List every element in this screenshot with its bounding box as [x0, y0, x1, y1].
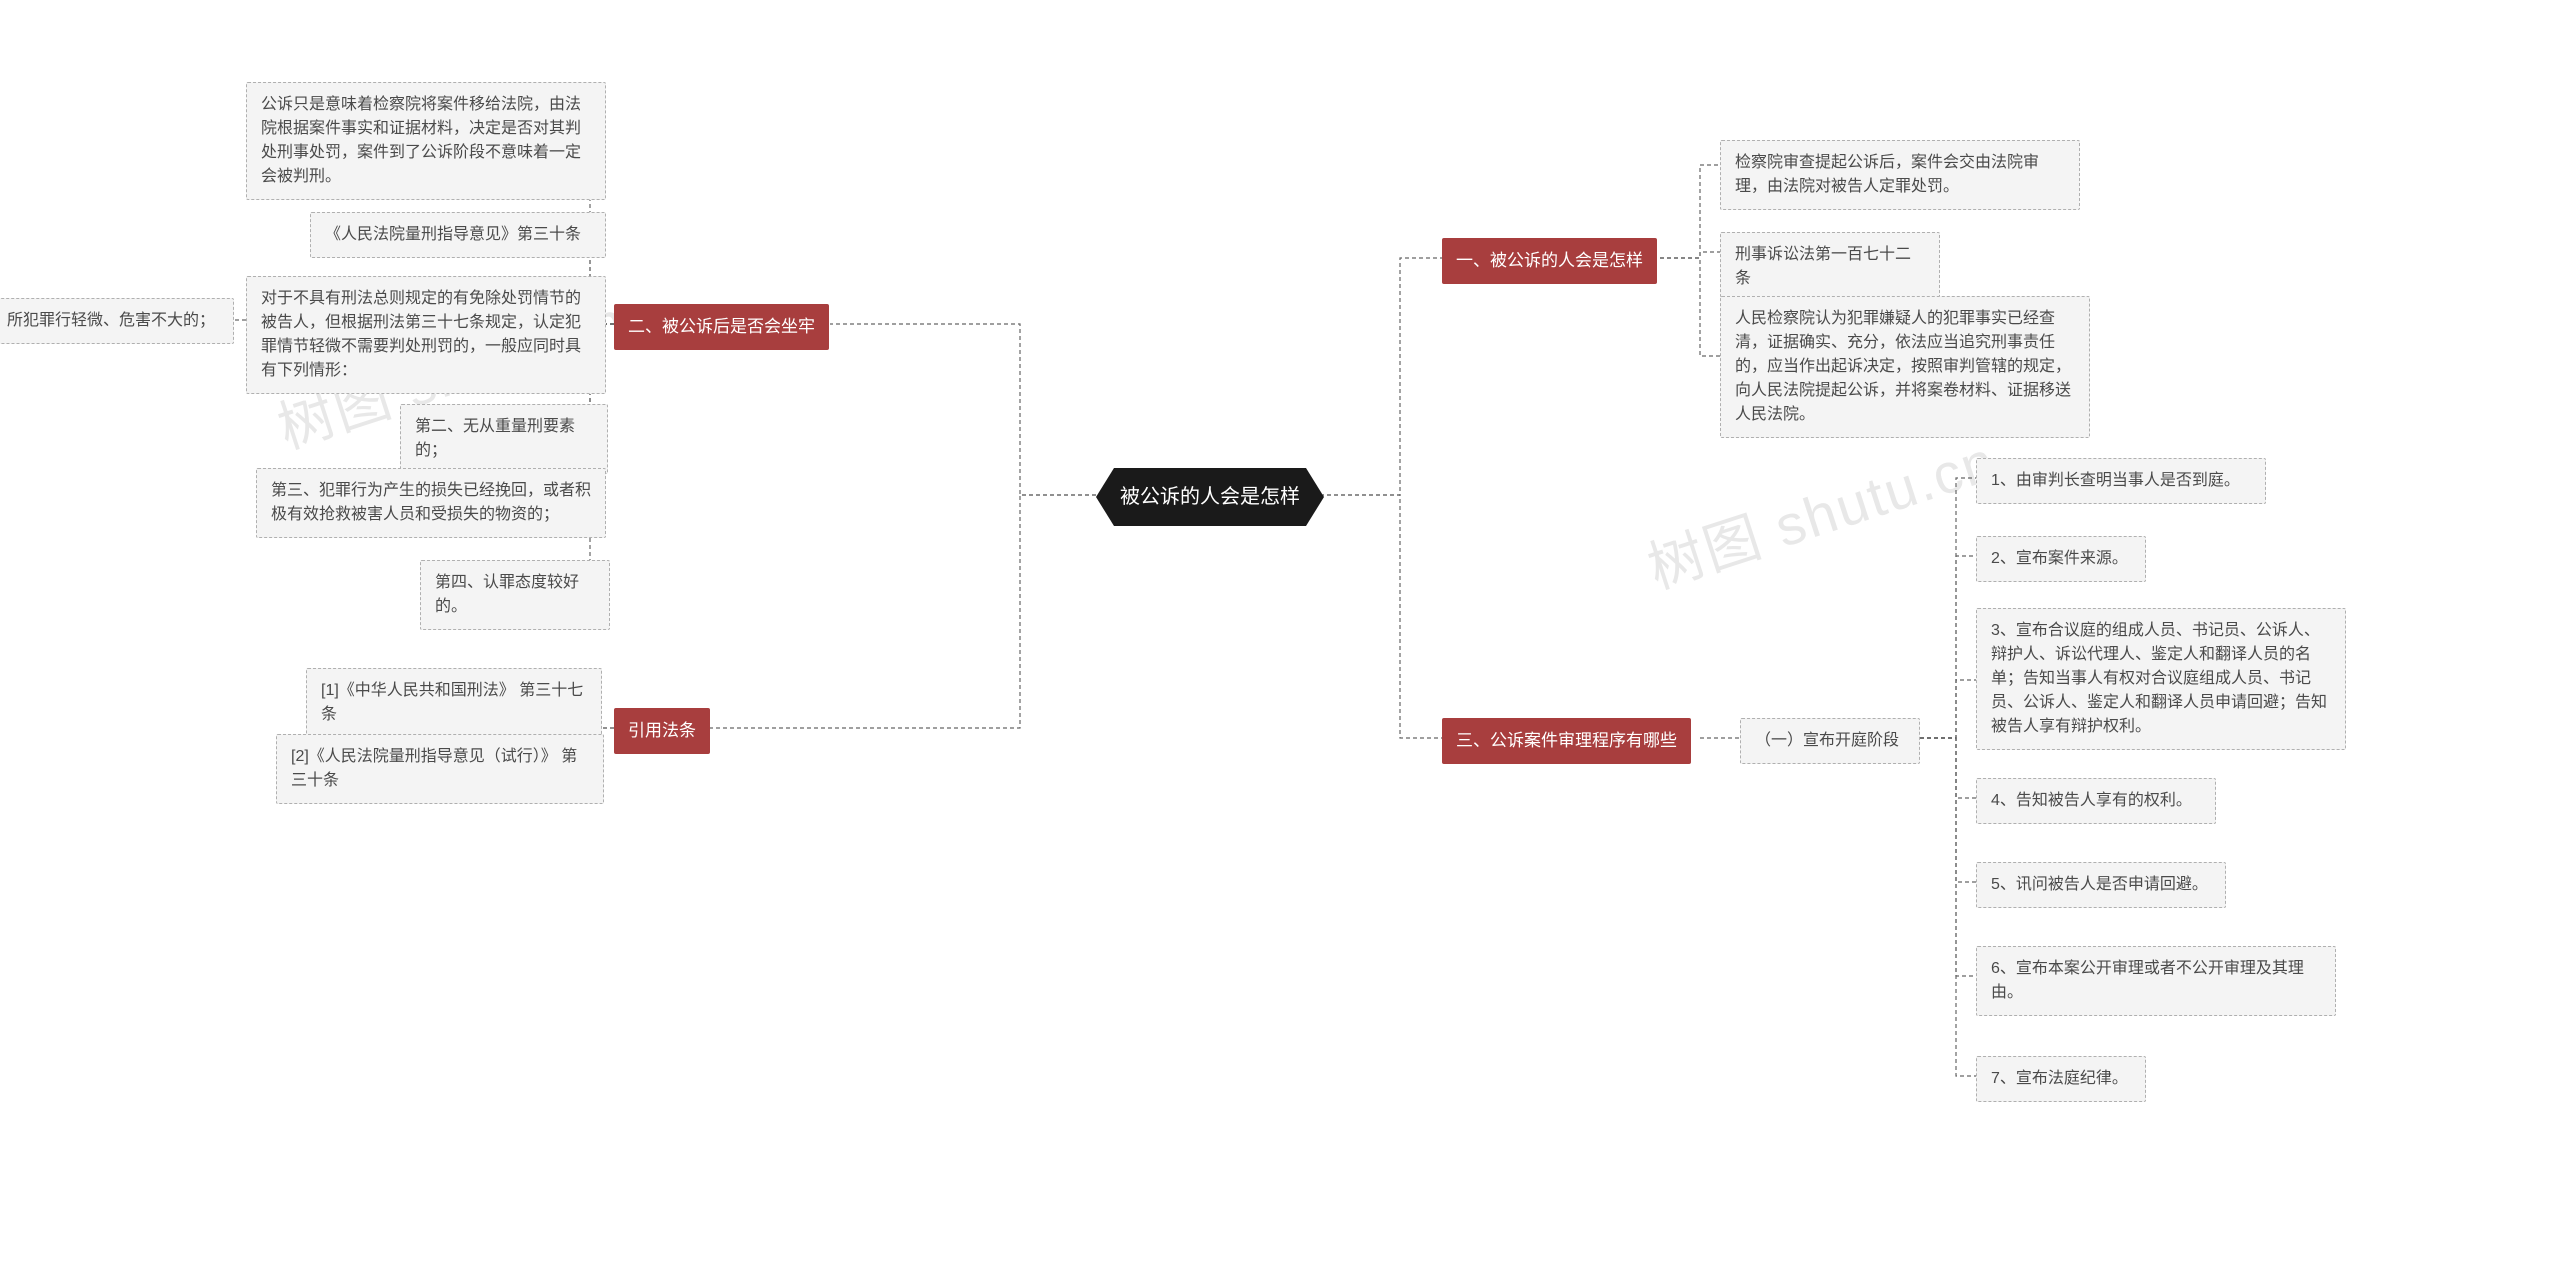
leaf-node: 2、宣布案件来源。 [1976, 536, 2146, 582]
watermark: 树图 shutu.cn [1636, 416, 2005, 605]
leaf-node: [1]《中华人民共和国刑法》 第三十七条 [306, 668, 602, 738]
leaf-node: 7、宣布法庭纪律。 [1976, 1056, 2146, 1102]
leaf-node: 刑事诉讼法第一百七十二条 [1720, 232, 1940, 302]
leaf-node: 对于不具有刑法总则规定的有免除处罚情节的被告人，但根据刑法第三十七条规定，认定犯… [246, 276, 606, 394]
branch-left-2: 引用法条 [614, 708, 710, 754]
branch-right-2: 三、公诉案件审理程序有哪些 [1442, 718, 1691, 764]
sub-node: （一）宣布开庭阶段 [1740, 718, 1920, 764]
branch-right-1: 一、被公诉的人会是怎样 [1442, 238, 1657, 284]
leaf-node: 检察院审查提起公诉后，案件会交由法院审理，由法院对被告人定罪处罚。 [1720, 140, 2080, 210]
mindmap-root: 被公诉的人会是怎样 [1096, 468, 1324, 526]
leaf-node: 《人民法院量刑指导意见》第三十条 [310, 212, 606, 258]
leaf-node: 第一、所犯罪行轻微、危害不大的； [0, 298, 234, 344]
leaf-node: 第三、犯罪行为产生的损失已经挽回，或者积极有效抢救被害人员和受损失的物资的； [256, 468, 606, 538]
leaf-node: 人民检察院认为犯罪嫌疑人的犯罪事实已经查清，证据确实、充分，依法应当追究刑事责任… [1720, 296, 2090, 438]
leaf-node: 4、告知被告人享有的权利。 [1976, 778, 2216, 824]
leaf-node: 3、宣布合议庭的组成人员、书记员、公诉人、辩护人、诉讼代理人、鉴定人和翻译人员的… [1976, 608, 2346, 750]
leaf-node: 公诉只是意味着检察院将案件移给法院，由法院根据案件事实和证据材料，决定是否对其判… [246, 82, 606, 200]
leaf-node: 第二、无从重量刑要素的； [400, 404, 608, 474]
leaf-node: [2]《人民法院量刑指导意见（试行）》 第三十条 [276, 734, 604, 804]
leaf-node: 1、由审判长查明当事人是否到庭。 [1976, 458, 2266, 504]
leaf-node: 第四、认罪态度较好的。 [420, 560, 610, 630]
leaf-node: 5、讯问被告人是否申请回避。 [1976, 862, 2226, 908]
leaf-node: 6、宣布本案公开审理或者不公开审理及其理由。 [1976, 946, 2336, 1016]
branch-left-1: 二、被公诉后是否会坐牢 [614, 304, 829, 350]
